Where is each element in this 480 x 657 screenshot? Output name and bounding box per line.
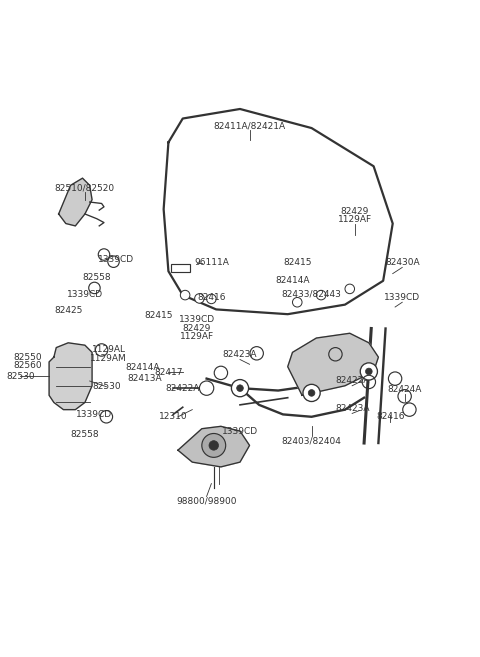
- Text: 1339CD: 1339CD: [222, 426, 258, 436]
- Circle shape: [202, 434, 226, 457]
- Polygon shape: [49, 343, 92, 409]
- Text: 82417: 82417: [154, 368, 183, 377]
- Text: 1129AL: 1129AL: [92, 346, 126, 355]
- Circle shape: [316, 290, 326, 300]
- Text: 1339CD: 1339CD: [179, 315, 215, 325]
- Text: 82422A: 82422A: [335, 376, 369, 386]
- Text: 1339CD: 1339CD: [384, 293, 420, 302]
- Text: 1129AM: 1129AM: [90, 354, 127, 363]
- Text: 82416: 82416: [197, 293, 226, 302]
- Text: 82429: 82429: [340, 207, 369, 216]
- Text: 96111A: 96111A: [194, 258, 229, 267]
- Circle shape: [209, 441, 218, 450]
- Text: 82510/82520: 82510/82520: [55, 183, 115, 193]
- Text: 82414A: 82414A: [125, 363, 159, 372]
- Circle shape: [206, 294, 216, 304]
- Text: 82415: 82415: [283, 258, 312, 267]
- Circle shape: [360, 363, 377, 380]
- Text: 82560: 82560: [13, 361, 42, 371]
- Text: 82530: 82530: [92, 382, 120, 391]
- Text: 82558: 82558: [71, 430, 99, 439]
- Polygon shape: [59, 178, 92, 226]
- Polygon shape: [288, 333, 378, 396]
- Text: 82414A: 82414A: [275, 277, 310, 285]
- Polygon shape: [178, 426, 250, 467]
- Circle shape: [292, 298, 302, 307]
- Circle shape: [345, 284, 355, 294]
- Text: 82530: 82530: [6, 372, 35, 380]
- Circle shape: [237, 385, 243, 392]
- Text: 1339CD: 1339CD: [67, 290, 103, 299]
- Text: 1339CD: 1339CD: [98, 255, 134, 264]
- Text: 1129AF: 1129AF: [337, 215, 372, 224]
- Circle shape: [180, 290, 190, 300]
- Text: 82429: 82429: [183, 324, 211, 333]
- Text: 82413A: 82413A: [127, 374, 162, 383]
- Text: 1129AF: 1129AF: [180, 332, 214, 341]
- Text: 82415: 82415: [144, 311, 173, 320]
- Circle shape: [365, 368, 372, 374]
- Text: 82423A: 82423A: [335, 404, 370, 413]
- Text: 1339CD: 1339CD: [76, 410, 112, 419]
- Text: 98800/98900: 98800/98900: [176, 497, 237, 506]
- Text: 82416: 82416: [376, 413, 405, 421]
- Text: 82423A: 82423A: [223, 350, 257, 359]
- Text: 82425: 82425: [54, 306, 83, 315]
- Circle shape: [195, 294, 204, 304]
- Bar: [171, 263, 190, 272]
- Circle shape: [199, 381, 214, 396]
- Text: 82433/82443: 82433/82443: [282, 290, 342, 299]
- Text: 82403/82404: 82403/82404: [282, 436, 342, 445]
- Text: 82424A: 82424A: [387, 385, 422, 394]
- Text: 82558: 82558: [83, 273, 111, 282]
- Text: 12310: 12310: [159, 413, 188, 421]
- Circle shape: [303, 384, 320, 401]
- Text: 82430A: 82430A: [385, 258, 420, 267]
- Text: 82422A: 82422A: [166, 384, 200, 393]
- Circle shape: [308, 390, 315, 396]
- Circle shape: [231, 380, 249, 397]
- Text: 82411A/82421A: 82411A/82421A: [214, 121, 286, 130]
- Text: 82550: 82550: [13, 353, 42, 361]
